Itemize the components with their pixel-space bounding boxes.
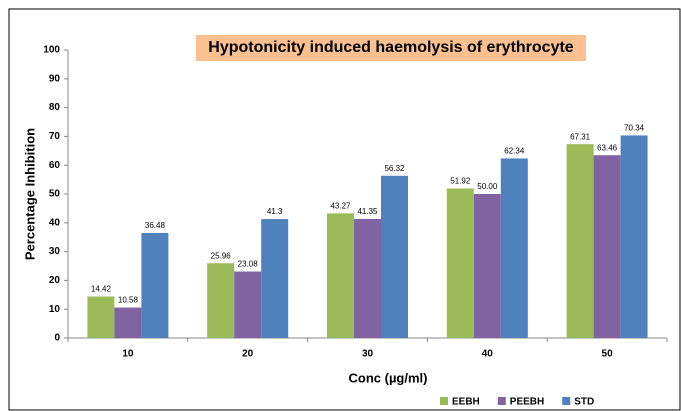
legend-label: PEEBH [510,397,544,408]
bar [327,213,354,338]
bar [620,135,648,338]
y-tick-label: 30 [49,246,61,257]
y-tick-label: 60 [49,160,61,171]
bar [207,263,235,338]
bar [87,296,115,338]
legend-swatch [562,397,571,405]
y-tick-label: 90 [49,73,61,84]
value-label: 41.3 [267,207,283,216]
bar [500,158,528,338]
y-axis-label: Percentage Inhibition [22,128,37,260]
bar [473,194,501,338]
y-tick-label: 80 [49,102,61,113]
bar [566,144,594,338]
y-tick-label: 20 [49,275,61,286]
legend-swatch [440,397,448,405]
value-label: 23.08 [238,260,259,269]
value-label: 14.42 [91,285,112,294]
legend-swatch [497,397,506,405]
bar [446,188,474,338]
value-label: 50.00 [477,182,498,191]
value-label: 43.27 [330,201,351,210]
value-label: 10.58 [118,296,139,305]
y-tick-label: 0 [54,333,60,344]
bar [114,307,142,338]
value-label: 63.46 [597,143,618,152]
title-background [196,35,586,61]
value-label: 25.96 [211,251,232,260]
bar [593,155,621,338]
x-tick-label: 50 [602,349,614,360]
bar [381,175,408,338]
value-label: 56.32 [384,164,405,173]
y-tick-label: 70 [49,131,61,142]
y-tick-label: 10 [49,304,61,315]
value-label: 41.35 [357,207,378,216]
y-tick-label: 50 [49,189,61,200]
bar [141,232,169,338]
y-tick-label: 100 [43,45,60,56]
legend-label: STD [574,397,594,408]
x-tick-label: 30 [362,349,374,360]
bar [354,218,381,338]
legend-label: EEBH [452,397,480,408]
value-label: 51.92 [450,177,471,186]
value-label: 62.34 [504,147,525,156]
bar [261,219,289,338]
value-label: 70.34 [624,124,645,133]
x-tick-label: 20 [242,349,254,360]
bar [234,271,262,338]
x-axis-label: Conc (µg/ml) [349,370,428,385]
value-label: 36.48 [145,221,166,230]
x-tick-label: 10 [122,349,134,360]
chart-title: Hypotonicity induced haemolysis of eryth… [208,39,574,56]
value-label: 67.31 [570,132,591,141]
x-tick-label: 40 [482,349,494,360]
y-tick-label: 40 [49,217,61,228]
